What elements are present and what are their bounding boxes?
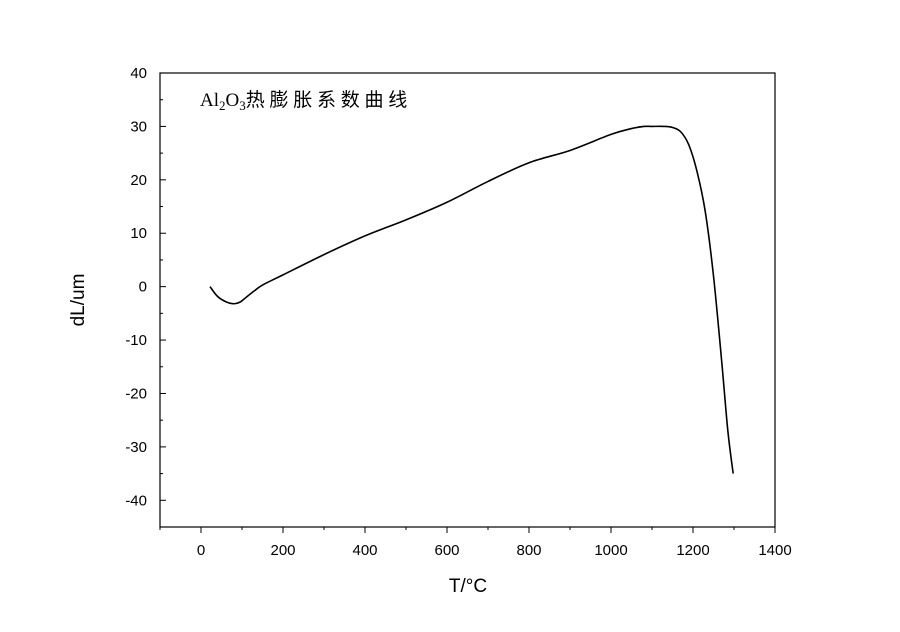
annotation-sub1: 2 xyxy=(219,98,226,113)
annotation-mid: O xyxy=(226,90,240,111)
plot-frame xyxy=(159,72,776,528)
x-tick-label: 1200 xyxy=(676,542,709,559)
y-tick-label: -20 xyxy=(125,385,147,402)
y-tick-label: -40 xyxy=(125,492,147,509)
series-line xyxy=(209,125,734,474)
x-tick-label: 0 xyxy=(197,542,205,559)
y-tick-label: 40 xyxy=(130,65,147,82)
y-axis-title: dL/um xyxy=(68,274,89,327)
chart-annotation: Al2O3热 膨 胀 系 数 曲 线 xyxy=(200,89,407,113)
annotation-prefix: Al xyxy=(200,90,219,111)
x-tick-label: 400 xyxy=(352,542,377,559)
y-tick-label: 20 xyxy=(130,172,147,189)
y-tick-label: -30 xyxy=(125,439,147,456)
y-tick-label: -10 xyxy=(125,332,147,349)
x-axis-title: T/°C xyxy=(449,576,487,597)
y-tick-label: 10 xyxy=(130,225,147,242)
x-tick-label: 1000 xyxy=(594,542,627,559)
annotation-sub2: 3 xyxy=(239,98,246,113)
x-tick-label: 800 xyxy=(516,542,541,559)
x-tick-label: 200 xyxy=(270,542,295,559)
x-tick-label: 600 xyxy=(434,542,459,559)
y-tick-label: 30 xyxy=(130,118,147,135)
annotation-suffix: 热 膨 胀 系 数 曲 线 xyxy=(246,89,408,111)
y-tick-label: 0 xyxy=(139,279,147,296)
x-axis-ticks: 0 200 400 600 800 1000 1200 1400 xyxy=(159,527,792,559)
x-tick-label: 1400 xyxy=(758,542,791,559)
